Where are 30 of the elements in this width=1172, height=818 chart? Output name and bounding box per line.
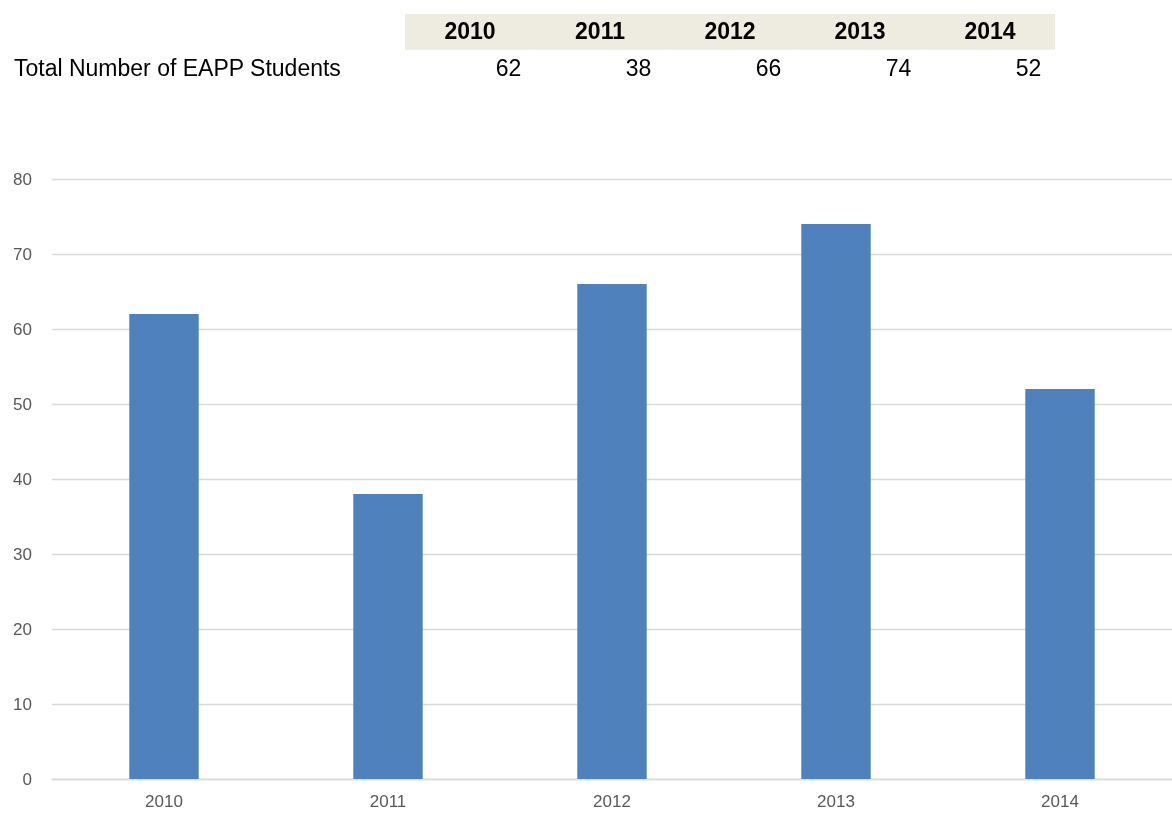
- y-tick-label: Total Number of EAPP Students: [14, 55, 341, 81]
- data-label: 52: [1015, 55, 1042, 81]
- x-tick-label: 2010: [145, 792, 183, 811]
- bar: [353, 494, 423, 779]
- x-tick-label: 2011: [575, 17, 626, 44]
- data-label: 74: [885, 55, 912, 81]
- x-tick-label: 2013: [834, 17, 886, 44]
- x-tick-label: 2012: [593, 792, 631, 811]
- y-tick-label: 70: [13, 244, 32, 264]
- bar: [129, 314, 199, 779]
- x-tick-label: 2013: [817, 792, 855, 811]
- y-tick-label: 40: [13, 469, 32, 489]
- y-tick-label: 0: [22, 769, 32, 789]
- x-tick-label: 2014: [964, 17, 1016, 44]
- data-label: 62: [495, 55, 522, 81]
- y-tick-label: 80: [13, 169, 32, 189]
- x-tick-label: 2011: [369, 792, 407, 811]
- bar: [1025, 389, 1095, 779]
- data-label: 38: [625, 55, 652, 81]
- y-tick-label: 20: [13, 619, 32, 639]
- y-tick-label: 60: [13, 319, 32, 339]
- x-tick-label: 2010: [444, 17, 496, 44]
- y-tick-label: 50: [13, 394, 32, 414]
- x-tick-label: 2014: [1041, 792, 1079, 811]
- data-label: 66: [755, 55, 782, 81]
- y-tick-label: 30: [13, 544, 32, 564]
- x-tick-label: 2012: [704, 17, 756, 44]
- bar: [577, 284, 647, 779]
- y-tick-label: 10: [13, 694, 32, 714]
- bar: [801, 224, 871, 779]
